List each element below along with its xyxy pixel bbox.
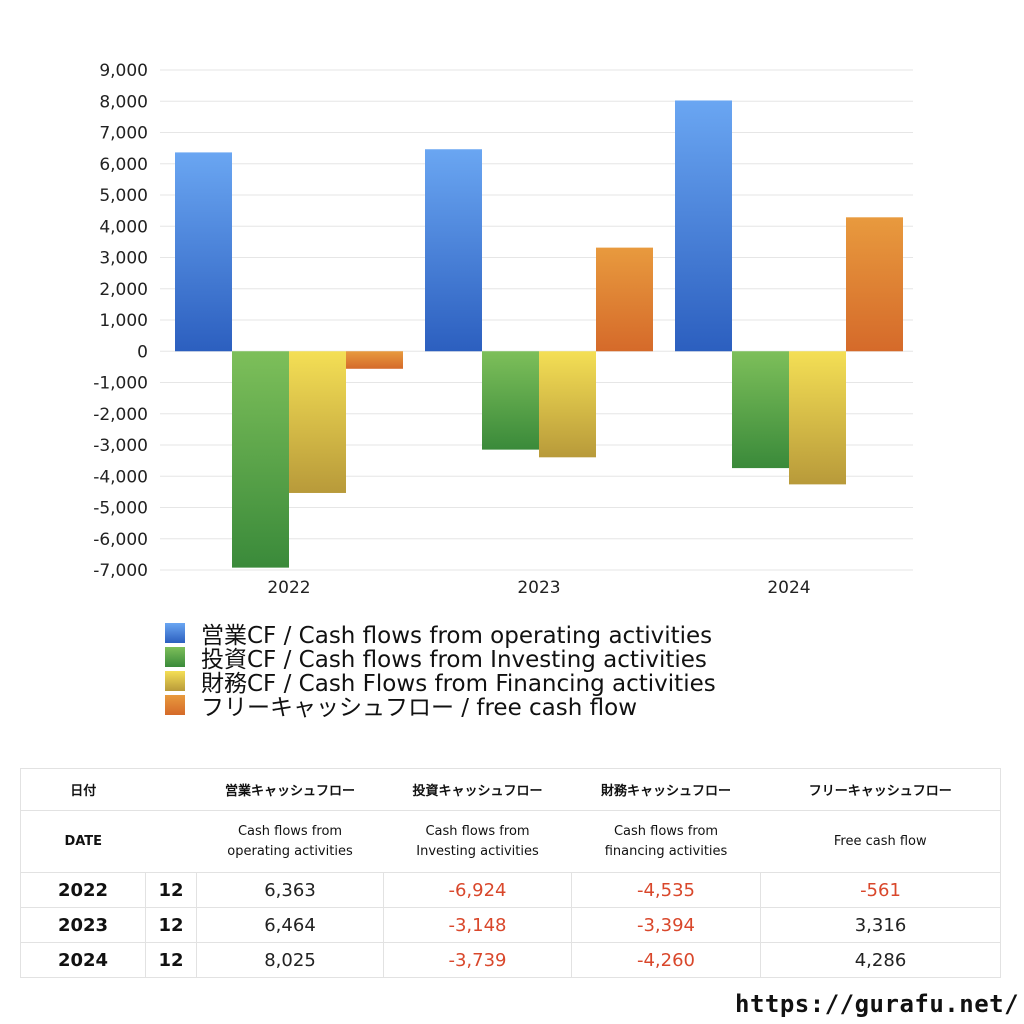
bar-2022-series-3 [346,351,403,369]
legend-item-investing: 投資CF / Cash flows from Investing activit… [165,645,716,673]
row-month: 12 [145,872,197,908]
row-operating: 6,464 [196,907,384,943]
legend-swatch-free [165,695,185,715]
bar-2023-series-2 [539,351,596,458]
bar-2023-series-0 [425,149,482,352]
y-tick-label: 7,000 [99,124,148,144]
bar-2024-series-0 [675,100,732,352]
y-tick-label: 8,000 [99,92,148,112]
header-operating-jp: 営業キャッシュフロー [196,768,384,811]
row-financing: -3,394 [571,907,761,943]
table-row: 2022 12 6,363 -6,924 -4,535 -561 [20,872,1001,908]
header-month-spacer [145,768,197,811]
header-investing-jp: 投資キャッシュフロー [383,768,572,811]
x-tick-label: 2023 [517,578,560,598]
bar-2023-series-1 [482,351,539,450]
legend-swatch-financing [165,671,185,691]
header-date-en: DATE [20,810,146,873]
header-financing-jp: 財務キャッシュフロー [571,768,761,811]
y-tick-label: -1,000 [93,374,148,394]
legend-item-operating: 営業CF / Cash flows from operating activit… [165,621,716,649]
y-tick-label: 4,000 [99,217,148,237]
bar-2022-series-1 [232,351,289,568]
chart-legend: 営業CF / Cash flows from operating activit… [165,621,716,721]
legend-swatch-investing [165,647,185,667]
bar-2023-series-3 [596,247,653,352]
bar-2024-series-1 [732,351,789,469]
row-year: 2022 [20,872,146,908]
header-operating-en: Cash flows from operating activities [196,810,384,873]
header-financing-en-line1: Cash flows from [613,823,719,839]
cash-flow-table: 日付 営業キャッシュフロー 投資キャッシュフロー 財務キャッシュフロー フリーキ… [20,768,1001,978]
legend-item-free: フリーキャッシュフロー / free cash flow [165,693,716,721]
header-investing-en-line2: Investing activities [416,843,539,859]
header-investing-en-line1: Cash flows from [425,823,530,839]
header-month-spacer-en [145,810,197,873]
y-tick-label: -6,000 [93,530,148,550]
row-financing: -4,260 [571,942,761,978]
y-tick-label: -4,000 [93,467,148,487]
header-financing-en: Cash flows from financing activities [571,810,761,873]
row-operating: 8,025 [196,942,384,978]
header-investing-en: Cash flows from Investing activities [383,810,572,873]
y-tick-label: 1,000 [99,311,148,331]
y-tick-label: 5,000 [99,186,148,206]
header-operating-en-line1: Cash flows from [237,823,343,839]
table-row: 2023 12 6,464 -3,148 -3,394 3,316 [20,907,1001,943]
header-free-en: Free cash flow [760,810,1001,873]
row-financing: -4,535 [571,872,761,908]
row-year: 2023 [20,907,146,943]
row-investing: -3,739 [383,942,572,978]
bar-2022-series-2 [289,351,346,493]
table-header-jp: 日付 営業キャッシュフロー 投資キャッシュフロー 財務キャッシュフロー フリーキ… [20,768,1001,811]
bar-2024-series-3 [846,217,903,352]
y-tick-label: -7,000 [93,561,148,581]
x-tick-label: 2024 [767,578,810,598]
legend-label-investing: 投資CF / Cash flows from Investing activit… [201,647,707,673]
row-free: 3,316 [760,907,1001,943]
cash-flow-bar-chart: 9,000 8,000 7,000 6,000 5,000 4,000 3,000 2,000… [93,61,913,598]
y-tick-label: 9,000 [99,61,148,81]
x-axis-ticks: 2022 2023 2024 [267,578,810,598]
row-year: 2024 [20,942,146,978]
legend-swatch-operating [165,623,185,643]
bar-2022-series-0 [175,152,232,352]
y-tick-label: 2,000 [99,280,148,300]
legend-item-financing: 財務CF / Cash Flows from Financing activit… [165,669,716,697]
y-axis-ticks: 9,000 8,000 7,000 6,000 5,000 4,000 3,000 2,000… [93,61,148,581]
y-tick-label: -3,000 [93,436,148,456]
bars [175,100,903,568]
source-url[interactable]: https://gurafu.net/ [735,990,1020,1018]
legend-label-operating: 営業CF / Cash flows from operating activit… [201,623,713,649]
table-row: 2024 12 8,025 -3,739 -4,260 4,286 [20,942,1001,978]
legend-label-financing: 財務CF / Cash Flows from Financing activit… [201,671,716,697]
header-date-jp: 日付 [20,768,146,811]
row-month: 12 [145,942,197,978]
y-tick-label: 0 [137,342,148,362]
bar-2024-series-2 [789,351,846,485]
y-tick-label: 6,000 [99,155,148,175]
y-tick-label: -2,000 [93,405,148,425]
header-financing-en-line2: financing activities [604,843,728,859]
header-operating-en-line2: operating activities [227,843,353,859]
table-header-en: DATE Cash flows from operating activities… [20,810,1001,873]
y-tick-label: -5,000 [93,499,148,519]
legend-label-free: フリーキャッシュフロー / free cash flow [201,695,638,721]
row-month: 12 [145,907,197,943]
row-operating: 6,363 [196,872,384,908]
row-free: 4,286 [760,942,1001,978]
row-investing: -3,148 [383,907,572,943]
header-free-jp: フリーキャッシュフロー [760,768,1001,811]
y-tick-label: 3,000 [99,249,148,269]
row-investing: -6,924 [383,872,572,908]
x-tick-label: 2022 [267,578,310,598]
row-free: -561 [760,872,1001,908]
